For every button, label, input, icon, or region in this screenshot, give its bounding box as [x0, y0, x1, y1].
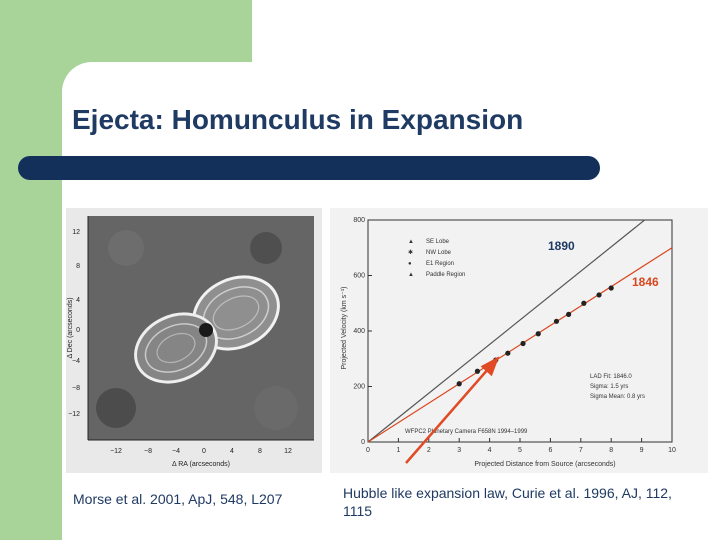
- data-point: [493, 357, 499, 363]
- x-tick-label: 3: [457, 447, 461, 454]
- legend-entry: Paddle Region: [426, 272, 465, 278]
- x-tick-label: 10: [668, 447, 676, 454]
- x-tick-label: 1: [396, 447, 400, 454]
- data-point: [581, 300, 587, 306]
- ytick-label: 12: [72, 229, 80, 236]
- legend-symbol-star: ✱: [408, 249, 413, 256]
- y-tick-label: 600: [353, 273, 365, 280]
- data-point: [566, 311, 572, 317]
- y-axis-label: Δ Dec (arcseconds): [67, 297, 74, 358]
- line-label-1890: 1890: [548, 239, 575, 253]
- x-tick-label: 7: [579, 447, 583, 454]
- legend-symbol-triangle: ▲: [408, 239, 414, 245]
- green-side-strip: [0, 0, 62, 540]
- xtick-label: −4: [172, 448, 180, 455]
- x-tick-label: 5: [518, 447, 522, 454]
- expansion-chart: 0 1 2 3 4 5 6 7 8 9 10 0 200 400 600 800 Projected Dist…: [330, 208, 708, 473]
- legend-entry: E1 Region: [426, 261, 454, 267]
- caption-right: Hubble like expansion law, Curie et al. …: [343, 485, 672, 519]
- homunculus-lobes: [134, 275, 280, 384]
- data-point: [553, 318, 560, 324]
- ytick-label: −12: [68, 411, 80, 418]
- y-tick-label: 800: [353, 217, 365, 224]
- camera-label: WFPC2 Planetary Camera F658N 1994–1999: [405, 429, 528, 435]
- legend-entry: NW Lobe: [426, 250, 452, 256]
- x-tick-label: 9: [640, 447, 644, 454]
- ytick-label: 4: [76, 297, 80, 304]
- data-point: [505, 350, 511, 356]
- xtick-label: 4: [230, 448, 234, 455]
- ytick-label: −8: [72, 385, 80, 392]
- ytick-label: 0: [76, 327, 80, 334]
- x-tick-label: 8: [609, 447, 613, 454]
- fit-stat: LAD Fit: 1846.0: [590, 374, 632, 380]
- chart-x-label: Projected Distance from Source (arcsecon…: [474, 461, 615, 468]
- xtick-label: −12: [110, 448, 122, 455]
- data-point: [596, 292, 602, 298]
- x-tick-label: 0: [366, 447, 370, 454]
- chart-legend: ▲ SE Lobe ✱ NW Lobe ● E1 Region ▲ Paddle…: [408, 239, 465, 278]
- caption-left: Morse et al. 2001, ApJ, 548, L207: [73, 491, 283, 507]
- x-axis-label: Δ RA (arcseconds): [172, 461, 230, 468]
- xtick-label: 0: [202, 448, 206, 455]
- title-underline-bar: [18, 156, 600, 180]
- x-tick-label: 6: [548, 447, 552, 454]
- x-tick-label: 2: [427, 447, 431, 454]
- slide-title: Ejecta: Homunculus in Expansion: [72, 104, 524, 135]
- legend-symbol-triangle-filled: ▲: [408, 272, 414, 278]
- xtick-label: 8: [258, 448, 262, 455]
- y-tick-label: 400: [353, 328, 365, 335]
- data-point: [474, 368, 481, 374]
- data-point: [535, 331, 541, 337]
- central-star: [199, 323, 213, 337]
- legend-entry: SE Lobe: [426, 239, 450, 245]
- y-tick-label: 200: [353, 384, 365, 391]
- legend-symbol-circle: ●: [408, 261, 412, 267]
- data-point: [520, 340, 526, 347]
- homunculus-image: 12 8 4 0 −4 −8 −12 −12 −8 −4 0 4 8 12 Δ …: [66, 208, 322, 473]
- line-label-1846: 1846: [632, 275, 659, 289]
- fit-stat: Sigma: 1.5 yrs: [590, 384, 628, 390]
- y-tick-label: 0: [361, 439, 365, 446]
- x-tick-label: 4: [488, 447, 492, 454]
- fit-stat: Sigma Mean: 0.8 yrs: [590, 394, 645, 400]
- ytick-label: −4: [72, 358, 80, 365]
- data-point: [608, 285, 614, 291]
- ytick-label: 8: [76, 263, 80, 270]
- chart-y-label: Projected Velocity (km s⁻¹): [341, 286, 348, 369]
- expansion-chart-panel: 0 1 2 3 4 5 6 7 8 9 10 0 200 400 600 800 Projected Dist…: [330, 208, 708, 473]
- xtick-label: −8: [144, 448, 152, 455]
- homunculus-figure: 12 8 4 0 −4 −8 −12 −12 −8 −4 0 4 8 12 Δ …: [66, 208, 322, 473]
- fit-stats: LAD Fit: 1846.0 Sigma: 1.5 yrs Sigma Mea…: [590, 374, 645, 400]
- xtick-label: 12: [284, 448, 292, 455]
- data-point: [456, 381, 462, 387]
